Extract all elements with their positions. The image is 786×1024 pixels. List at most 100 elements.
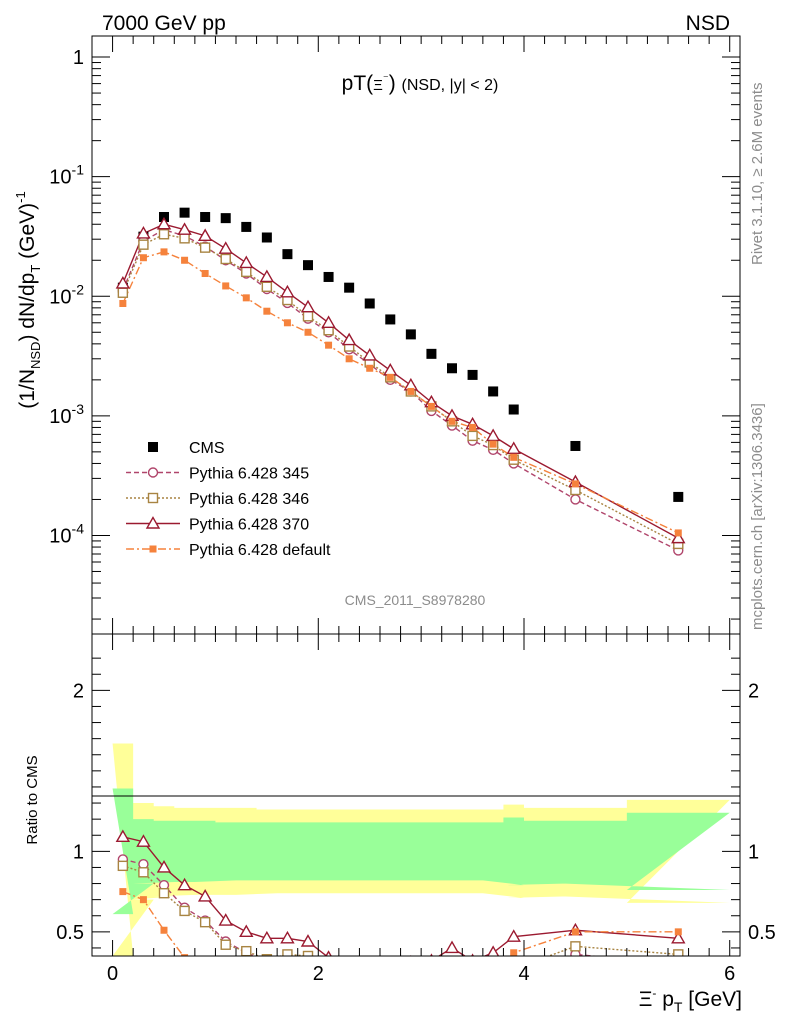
ratio-point-p346 [261, 954, 273, 956]
ratio-point-pdefault [263, 978, 270, 985]
ratio-bands-layer [112, 743, 730, 956]
ratio-point-p346 [386, 963, 395, 972]
ratio-y-tick-label: 2 [73, 680, 84, 702]
data-point-pdefault [469, 423, 477, 431]
ratio-point-p346 [427, 964, 436, 973]
data-point-pdefault [366, 364, 374, 372]
data-point-pdefault [510, 453, 518, 461]
mcplots-reference-label: mcplots.cern.ch [arXiv:1306.3436] [749, 403, 766, 630]
ratio-point-p346 [138, 867, 149, 878]
main-y-tick-label: 1 [73, 47, 84, 69]
data-point-pdefault [427, 402, 435, 410]
data-point-cms [673, 491, 684, 502]
series-line-p346 [122, 233, 679, 545]
data-point-pdefault [571, 480, 579, 488]
ratio-point-p346 [489, 964, 498, 973]
ratio-point-p370 [671, 930, 686, 944]
data-point-p346 [467, 430, 478, 442]
main-series-layer [115, 207, 686, 556]
ratio-point-pdefault [428, 977, 435, 984]
ratio-point-p346 [179, 905, 190, 917]
data-point-pdefault [119, 299, 127, 307]
data-point-pdefault [181, 256, 189, 264]
ratio-point-p345 [264, 955, 269, 956]
ratio-point-p345 [468, 972, 477, 981]
data-point-cms [467, 369, 478, 380]
ratio-line-p346 [122, 865, 679, 956]
data-point-p370 [506, 441, 521, 455]
data-point-p346 [199, 242, 211, 253]
data-point-p346 [138, 239, 149, 250]
data-point-pdefault [304, 328, 312, 336]
data-point-pdefault [242, 294, 250, 302]
ratio-y-tick-label-right: 1 [748, 841, 759, 863]
data-point-pdefault [386, 373, 394, 381]
legend-marker-p370 [145, 516, 161, 529]
ratio-point-pdefault [366, 977, 373, 984]
data-point-p370 [218, 241, 233, 254]
ratio-point-p346 [673, 949, 684, 956]
data-point-pdefault [674, 529, 682, 537]
data-point-p345 [570, 494, 581, 505]
data-point-p346 [261, 281, 273, 292]
ratio-point-p345 [324, 964, 333, 973]
ratio-point-p346 [158, 888, 170, 899]
data-point-p370 [156, 216, 172, 230]
ratio-point-pdefault [119, 888, 127, 896]
x-tick-label: 6 [724, 963, 735, 985]
data-point-p346 [117, 287, 129, 298]
data-point-p370 [280, 284, 295, 298]
legend-marker-p346 [147, 492, 159, 504]
ratio-point-p370 [115, 829, 131, 843]
data-point-p370 [177, 222, 192, 235]
ratio-point-p345 [365, 968, 374, 977]
main-y-axis-label: (1/NNSD) dN/dpT (GeV)-1 [13, 191, 43, 408]
data-point-cms [282, 249, 293, 260]
ratio-point-p345 [427, 971, 436, 980]
ratio-point-p345 [448, 971, 457, 980]
legend-label-cms: CMS [189, 440, 225, 457]
legend-label-p346: Pythia 6.428 346 [189, 491, 309, 508]
data-point-p370 [197, 228, 213, 242]
data-point-pdefault [222, 282, 230, 290]
x-tick-label: 2 [313, 963, 324, 985]
main-title: pT(Ξ⁻) (NSD, |y| < 2) [342, 72, 499, 95]
data-point-p370 [136, 226, 151, 239]
data-point-cms [570, 440, 581, 451]
ratio-point-p346 [365, 960, 374, 969]
ratio-point-p370 [343, 958, 355, 969]
legend-label-p370: Pythia 6.428 370 [189, 517, 309, 534]
legend-marker-cms [148, 442, 158, 452]
ratio-point-pdefault [490, 972, 497, 979]
ratio-point-pdefault [510, 949, 518, 956]
ratio-y-axis-label: Ratio to CMS [24, 755, 41, 844]
main-y-tick-label: 10-1 [49, 162, 84, 189]
ratio-point-p345 [674, 960, 683, 969]
series-line-p370 [122, 223, 679, 539]
x-tick-label: 4 [518, 963, 529, 985]
ratio-line-p370 [122, 836, 679, 956]
data-point-cms [405, 329, 416, 340]
ratio-point-p346 [406, 964, 415, 973]
header-energy-label: 7000 GeV pp [102, 12, 226, 35]
ratio-point-pdefault [674, 928, 682, 936]
data-point-p370 [671, 530, 686, 544]
series-line-pdefault [122, 251, 679, 534]
main-panel: 110-110-210-310-4 pT(Ξ⁻) (NSD, |y| < 2) … [13, 35, 741, 635]
data-point-pdefault [139, 254, 147, 262]
ratio-point-pdefault [387, 977, 394, 984]
ratio-point-p346 [220, 939, 231, 950]
ratio-point-p346 [324, 960, 333, 969]
data-point-cms [488, 386, 499, 397]
ratio-point-p345 [489, 972, 498, 981]
data-point-cms [508, 404, 519, 415]
ratio-point-p370 [506, 929, 521, 942]
data-point-cms [323, 271, 334, 282]
main-y-tick-label: 10-2 [49, 281, 84, 308]
ratio-point-pdefault [305, 977, 312, 984]
ratio-point-p370 [156, 860, 172, 873]
ratio-point-p370 [384, 958, 396, 969]
ratio-point-p346 [509, 964, 518, 973]
ratio-point-pdefault [571, 928, 579, 936]
data-point-pdefault [345, 355, 353, 363]
